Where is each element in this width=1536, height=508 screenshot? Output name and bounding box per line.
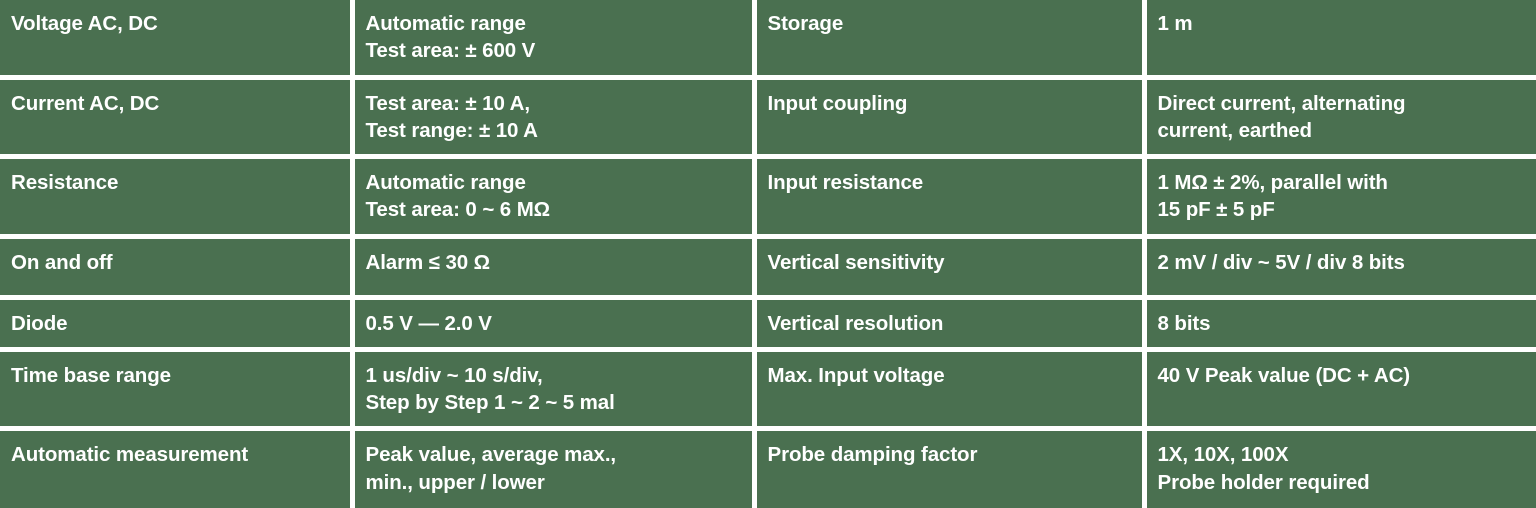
table-row: Automatic measurement Peak value, averag… [0,428,1536,508]
spec-value-right: 1 m [1141,0,1536,80]
spec-value-left: Test area: ± 10 A, Test range: ± 10 A [349,77,754,159]
spec-value-left: Peak value, average max., min., upper / … [349,428,754,508]
spec-value-right: 40 V Peak value (DC + AC) [1141,349,1536,432]
spec-value-left: 0.5 V — 2.0 V [349,297,754,352]
spec-value-right: 2 mV / div ~ 5V / div 8 bits [1141,236,1536,300]
spec-label-left: On and off [0,236,352,300]
table-row: Time base range 1 us/div ~ 10 s/div, Ste… [0,349,1536,432]
spec-value-right: Direct current, alternating current, ear… [1141,77,1536,159]
spec-label-right: Input coupling [751,77,1144,159]
spec-label-left: Resistance [0,156,352,239]
spec-label-right: Probe damping factor [751,428,1144,508]
spec-label-right: Storage [751,0,1144,80]
table-row: Diode 0.5 V — 2.0 V Vertical resolution … [0,297,1536,352]
table-row: Resistance Automatic range Test area: 0 … [0,156,1536,239]
spec-label-right: Vertical sensitivity [751,236,1144,300]
spec-label-left: Time base range [0,349,352,432]
spec-label-right: Input resistance [751,156,1144,239]
spec-value-left: Alarm ≤ 30 Ω [349,236,754,300]
spec-value-right: 1 MΩ ± 2%, parallel with 15 pF ± 5 pF [1141,156,1536,239]
table-row: Voltage AC, DC Automatic range Test area… [0,0,1536,80]
spec-value-left: Automatic range Test area: 0 ~ 6 MΩ [349,156,754,239]
spec-label-right: Max. Input voltage [751,349,1144,432]
spec-value-left: 1 us/div ~ 10 s/div, Step by Step 1 ~ 2 … [349,349,754,432]
spec-label-left: Voltage AC, DC [0,0,352,80]
spec-label-left: Automatic measurement [0,428,352,508]
spec-value-right: 1X, 10X, 100X Probe holder required [1141,428,1536,508]
table-row: On and off Alarm ≤ 30 Ω Vertical sensiti… [0,236,1536,300]
spec-value-right: 8 bits [1141,297,1536,352]
spec-value-left: Automatic range Test area: ± 600 V [349,0,754,80]
table-row: Current AC, DC Test area: ± 10 A, Test r… [0,77,1536,159]
spec-label-left: Current AC, DC [0,77,352,159]
spec-label-left: Diode [0,297,352,352]
spec-label-right: Vertical resolution [751,297,1144,352]
